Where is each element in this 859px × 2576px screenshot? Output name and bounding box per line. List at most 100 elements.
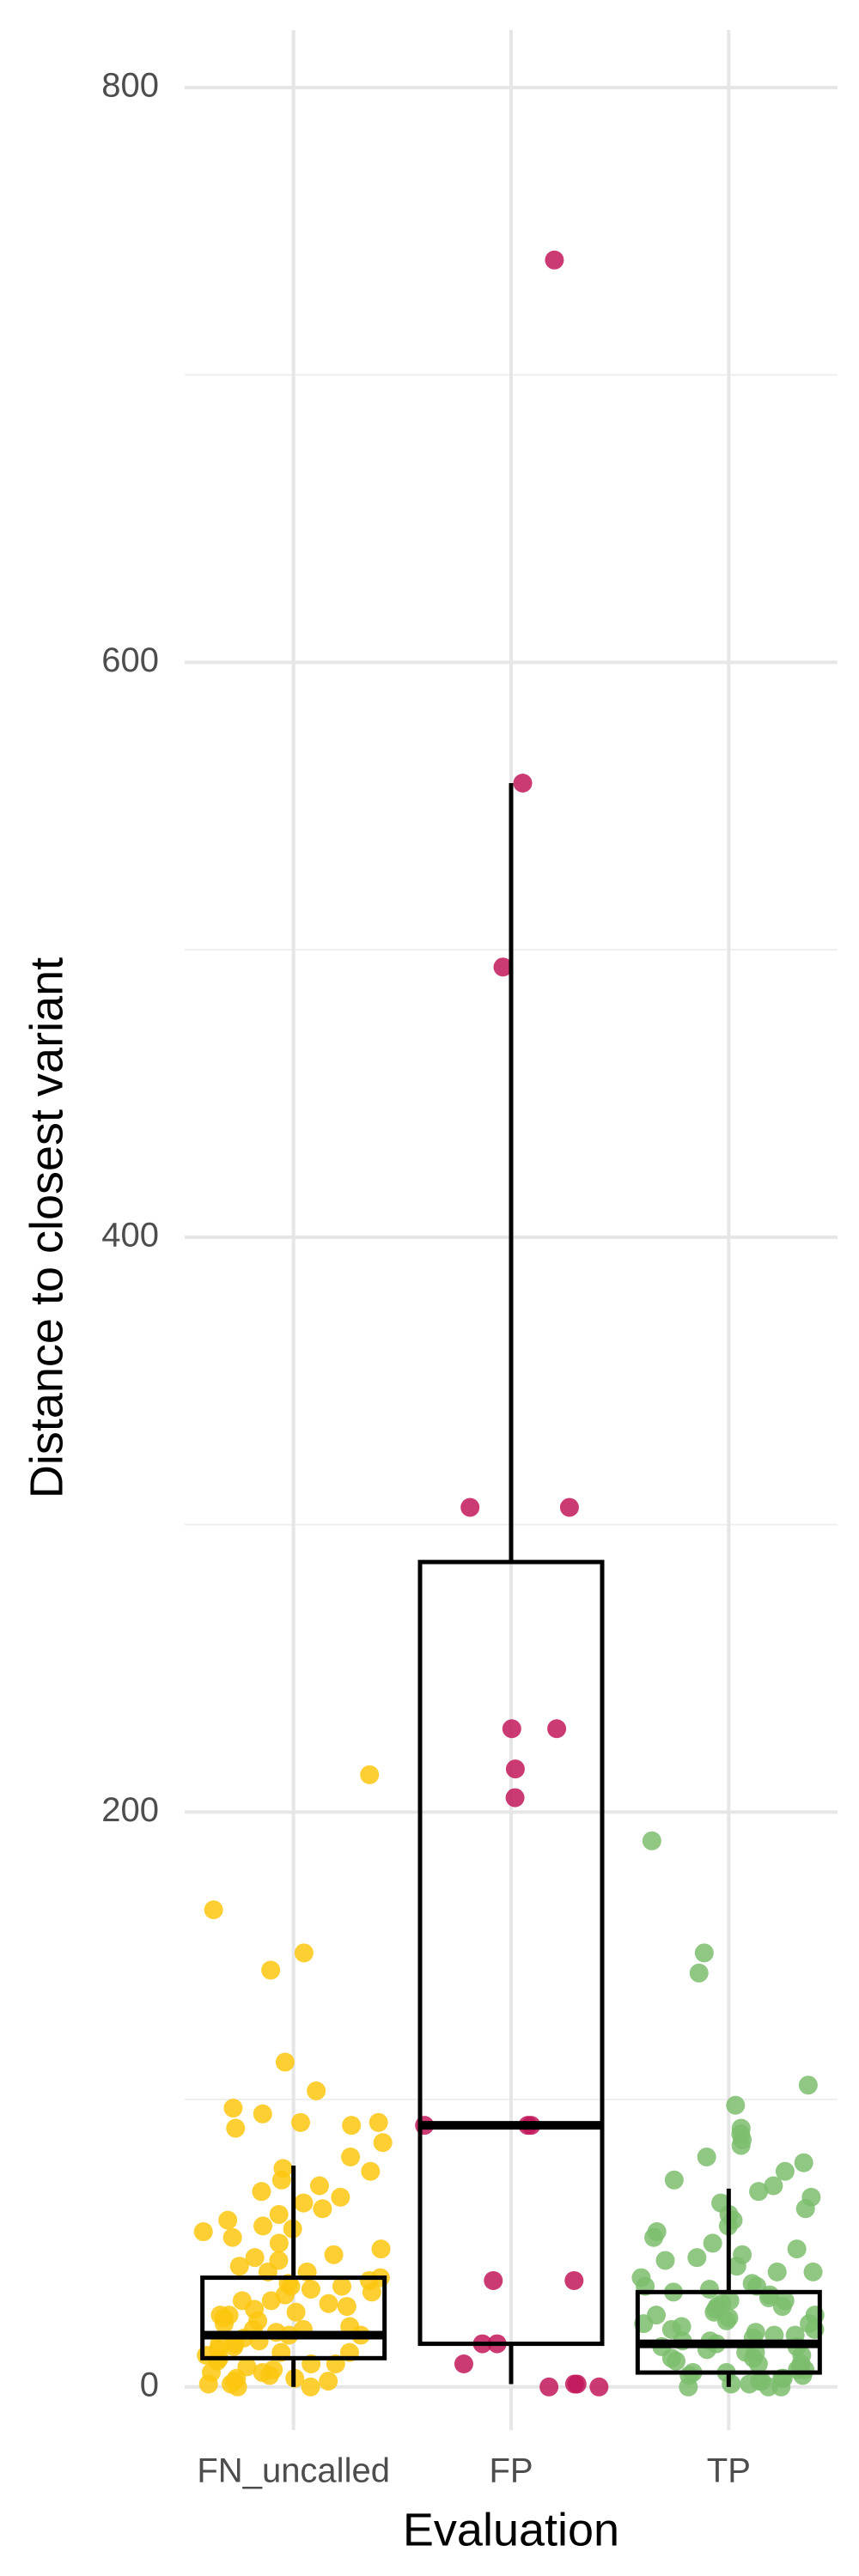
point	[294, 1943, 314, 1963]
point	[722, 2374, 741, 2394]
point	[223, 2099, 243, 2118]
point	[261, 2291, 281, 2311]
point	[373, 2133, 393, 2153]
point	[798, 2075, 818, 2095]
point	[679, 2377, 698, 2397]
y-tick-label: 800	[101, 67, 159, 105]
point	[319, 2293, 338, 2313]
point	[484, 2270, 503, 2290]
point	[261, 1960, 281, 1980]
point	[253, 2216, 273, 2236]
point	[803, 2262, 823, 2281]
point	[362, 2282, 381, 2302]
y-axis-title: Distance to closest variant	[21, 957, 72, 1498]
point	[259, 2366, 279, 2385]
box	[417, 1559, 605, 2347]
point	[502, 1719, 521, 1739]
point	[731, 2136, 751, 2155]
point	[750, 2372, 770, 2391]
point	[369, 2112, 388, 2132]
point	[271, 2170, 291, 2190]
point	[245, 2248, 265, 2268]
point	[204, 1900, 223, 1920]
point	[764, 2176, 783, 2196]
point	[361, 2161, 381, 2181]
point	[767, 2262, 787, 2281]
point	[661, 2319, 681, 2339]
point	[661, 2348, 681, 2368]
y-tick-label: 0	[140, 2366, 159, 2403]
point	[545, 250, 564, 270]
x-axis-title: Evaluation	[403, 2504, 619, 2555]
x-tick-label: TP	[707, 2452, 751, 2490]
point	[222, 2227, 242, 2247]
point	[275, 2052, 295, 2072]
point	[307, 2081, 326, 2101]
point	[201, 2363, 221, 2383]
point	[454, 2354, 473, 2374]
point	[716, 2311, 736, 2330]
point	[319, 2372, 338, 2391]
point	[697, 2148, 716, 2167]
point	[332, 2276, 351, 2296]
box	[200, 2275, 387, 2360]
point	[342, 2116, 362, 2136]
box	[635, 2289, 822, 2375]
point	[371, 2239, 391, 2259]
point	[703, 2233, 722, 2253]
point	[787, 2239, 807, 2259]
point	[775, 2161, 795, 2181]
point	[748, 2354, 768, 2374]
point	[210, 2306, 230, 2325]
point	[642, 1831, 661, 1850]
point	[290, 2112, 310, 2132]
point	[772, 2297, 792, 2317]
point	[294, 2193, 314, 2213]
x-tick-label: FN_uncalled	[197, 2452, 390, 2490]
point	[794, 2153, 813, 2172]
point	[281, 2276, 301, 2296]
point	[224, 2336, 244, 2356]
point	[337, 2297, 356, 2317]
point	[559, 1498, 579, 1517]
point	[313, 2199, 332, 2219]
point	[564, 2374, 584, 2394]
y-tick-label: 600	[101, 641, 159, 679]
point	[547, 1719, 567, 1739]
point	[727, 2257, 746, 2276]
point	[360, 1765, 380, 1784]
point	[795, 2360, 815, 2379]
point	[324, 2245, 344, 2264]
point	[493, 957, 513, 977]
point	[269, 2233, 289, 2253]
point	[664, 2170, 684, 2190]
point	[227, 2368, 247, 2388]
point	[286, 2302, 306, 2322]
point	[513, 773, 533, 793]
point	[301, 2377, 320, 2397]
y-tick-label: 200	[101, 1791, 159, 1829]
point	[720, 2291, 740, 2311]
point	[193, 2222, 213, 2242]
point	[564, 2270, 584, 2290]
point	[253, 2104, 272, 2123]
point	[252, 2182, 271, 2202]
point	[218, 2210, 238, 2230]
point	[505, 1759, 525, 1779]
point	[505, 1788, 525, 1807]
point	[687, 2248, 707, 2268]
x-tick-label: FP	[489, 2452, 533, 2490]
point	[749, 2182, 769, 2202]
point	[331, 2187, 350, 2207]
point	[341, 2148, 361, 2167]
point	[229, 2257, 249, 2276]
point	[539, 2377, 559, 2397]
point	[309, 2176, 329, 2196]
point	[644, 2227, 664, 2247]
point	[460, 1498, 480, 1517]
point	[655, 2251, 675, 2270]
point	[589, 2377, 609, 2397]
y-tick-label: 400	[101, 1216, 159, 1254]
point	[269, 2204, 289, 2224]
